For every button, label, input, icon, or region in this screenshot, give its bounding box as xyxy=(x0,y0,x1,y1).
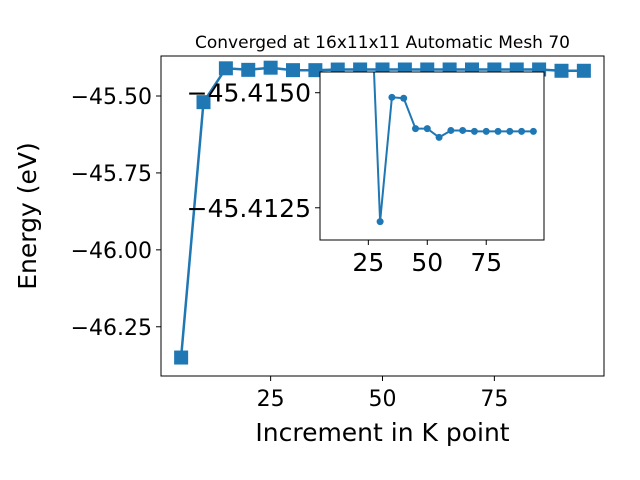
inset-data-point xyxy=(435,133,443,141)
x-tick-label: 50 xyxy=(369,387,397,412)
inset-plot: 25 50 75 −45.4150 −45.4125 xyxy=(187,71,545,277)
inset-data-point xyxy=(470,127,478,135)
inset-data-point xyxy=(518,127,526,135)
y-axis-label: Energy (eV) xyxy=(13,142,42,289)
x-tick-label: 25 xyxy=(257,387,285,412)
inset-data-point xyxy=(447,126,455,134)
inset-data-point xyxy=(494,127,502,135)
inset-y-tick-label: −45.4125 xyxy=(187,194,311,223)
inset-data-point xyxy=(376,218,384,226)
data-point xyxy=(174,350,189,365)
inset-x-tick-label: 50 xyxy=(411,248,443,277)
inset-data-point xyxy=(506,127,514,135)
data-point xyxy=(263,60,278,75)
data-point xyxy=(554,63,569,78)
data-point xyxy=(196,95,211,110)
inset-data-point xyxy=(423,125,431,133)
inset-data-point xyxy=(529,127,537,135)
inset-data-point xyxy=(388,93,396,101)
data-point xyxy=(218,61,233,76)
chart-title: Converged at 16x11x11 Automatic Mesh 70 xyxy=(195,33,570,53)
data-point xyxy=(241,62,256,77)
inset-data xyxy=(373,72,537,226)
x-tick-label: 75 xyxy=(480,387,508,412)
data-point xyxy=(308,63,323,78)
y-tick-label: −46.25 xyxy=(71,316,152,341)
inset-y-tick-label: −45.4150 xyxy=(187,79,311,108)
inset-background xyxy=(320,72,544,240)
inset-data-point xyxy=(411,125,419,133)
data-point xyxy=(576,63,591,78)
inset-x-tick-label: 25 xyxy=(352,248,384,277)
inset-data-point xyxy=(482,127,490,135)
x-axis-label: Increment in K point xyxy=(255,418,509,447)
y-tick-label: −45.75 xyxy=(71,162,152,187)
inset-x-tick-label: 75 xyxy=(470,248,502,277)
inset-data-point xyxy=(459,126,467,134)
inset-data-point xyxy=(400,94,408,102)
data-point xyxy=(286,63,301,78)
y-tick-label: −45.50 xyxy=(71,85,152,110)
main-plot: Converged at 16x11x11 Automatic Mesh 70 2… xyxy=(13,33,605,447)
inset-frame xyxy=(319,71,545,241)
y-tick-label: −46.00 xyxy=(71,239,152,264)
